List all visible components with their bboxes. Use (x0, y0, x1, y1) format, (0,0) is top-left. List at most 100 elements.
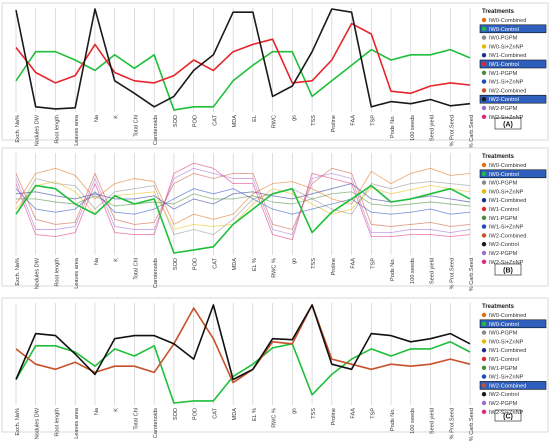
legend-marker (481, 61, 487, 67)
category-label: TSS (311, 408, 317, 419)
panel-3: Exch. Na% Nodules DW Root length Leaves are… (1, 297, 549, 441)
category-label: Seed yield (430, 115, 436, 141)
panel-label-text: (A) (503, 122, 513, 129)
legend-item: IW1-Control (489, 357, 519, 363)
legend-item: IW0-Combined (489, 18, 526, 24)
legend-marker (481, 35, 487, 40)
panel-label: (A) (494, 117, 522, 130)
category-label: Total Chl (133, 115, 139, 137)
legend-item: IW2-Si+ZnNP (489, 260, 524, 266)
category-label: Na (94, 114, 100, 122)
category-label: Pods No. (390, 258, 396, 281)
series-line-iw0-control (15, 184, 471, 254)
legend-marker (481, 409, 487, 414)
panel-frame (1, 147, 549, 287)
legend-marker (481, 162, 487, 168)
category-label: CAT (212, 257, 218, 268)
legend-marker (481, 374, 487, 379)
legend-marker (481, 356, 487, 362)
category-label: Carotenoids (153, 258, 159, 288)
category-label: Proline (331, 408, 337, 425)
category-label: EL % (252, 258, 258, 271)
category-label: POD (193, 115, 199, 127)
category-label: Root length (54, 408, 60, 437)
legend-item: IW0-Control (489, 172, 519, 178)
series-line-iw0-si-znnp (15, 181, 471, 230)
legend-item: IW2-Si+ZnNP (489, 410, 524, 416)
category-label: FAA (351, 258, 357, 269)
category-label: TSS (311, 115, 317, 126)
legend-marker (481, 206, 487, 212)
category-label: POD (193, 258, 199, 270)
category-label: Total Chl (133, 258, 139, 280)
legend-item: IW1-Combined (489, 198, 526, 204)
legend-item: IW1-Combined (489, 348, 526, 354)
legend-marker (481, 189, 487, 194)
series-line-iw2-pgpm (15, 167, 471, 236)
category-label: % Carb.Seed (469, 408, 475, 441)
panel-label: (B) (494, 263, 522, 276)
legend-item: IW2-Control (489, 242, 519, 248)
legend-marker (481, 400, 487, 406)
legend-item: IW2-PGPM (489, 106, 518, 112)
legend-marker (481, 365, 487, 370)
legend-marker (481, 330, 487, 335)
legend-item: IW0-PGPM (489, 181, 518, 187)
legend-item: IW0-Si+ZnNP (489, 189, 524, 195)
category-label: SOD (173, 408, 179, 420)
category-label: % Prot.Seed (449, 408, 455, 439)
legend-marker (481, 339, 487, 344)
series-line-iw3-combined (15, 304, 471, 381)
legend-item: IW1-PGPM (489, 366, 518, 372)
legend-marker (481, 26, 487, 31)
legend-marker (481, 105, 487, 111)
legend-item: IW1-Control (489, 62, 519, 68)
legend-item: IW2-Combined (489, 233, 526, 239)
category-label: TSP (370, 408, 376, 419)
panel-label-box (494, 117, 522, 130)
category-label: TSS (311, 258, 317, 269)
legend-item: IW0-Control (489, 322, 519, 328)
legend-marker (481, 233, 487, 238)
panel-1: Exch. Na% Nodules DW Root length Leaves are… (1, 2, 549, 148)
category-label: Exch. Na% (15, 408, 21, 436)
legend-item: IW1-Si+ZnNP (489, 80, 524, 86)
category-label: Nodules DW (35, 114, 41, 146)
legend-highlight (479, 94, 547, 104)
legend-marker (481, 70, 487, 76)
category-label: K (114, 115, 120, 119)
legend-item: IW0-PGPM (489, 36, 518, 42)
category-label: % Prot.Seed (449, 115, 455, 146)
category-label: Na (94, 407, 100, 415)
category-label: CAT (212, 407, 218, 418)
category-label: Leaves area (74, 407, 80, 439)
category-label: % Carb.Seed (469, 258, 475, 291)
category-label: FAA (351, 115, 357, 126)
category-label: Leaves area (74, 114, 80, 146)
legend-item: IW0-Si+ZnNP (489, 44, 524, 50)
category-label: K (114, 258, 120, 262)
category-label: 100 seeds (410, 115, 416, 141)
panel-label-text: (B) (503, 268, 513, 275)
legend-item: IW2-Control (489, 97, 519, 103)
panel-label-box (494, 263, 522, 276)
category-label: FAA (351, 408, 357, 419)
legend-item: IW2-Combined (489, 88, 526, 94)
legend-highlight (479, 169, 547, 179)
series-line-iw2-control (15, 8, 471, 110)
category-label: SOD (173, 115, 179, 127)
series-line-iw0-control (15, 48, 471, 111)
legend-item: IW1-PGPM (489, 71, 518, 77)
series-line-iw0-pgpm (15, 178, 471, 236)
legend-marker (481, 259, 487, 264)
legend-marker (481, 348, 487, 353)
legend-title: Treatments (482, 9, 515, 15)
category-label: SOD (173, 258, 179, 270)
category-label: % Carb.Seed (469, 115, 475, 148)
legend-marker (481, 215, 487, 220)
legend-marker (481, 171, 487, 176)
legend: Treatments IW0-Combined IW0-Control IW0-PGP… (479, 9, 547, 121)
legend-marker (481, 250, 487, 256)
category-label: Nodules DW (35, 407, 41, 439)
